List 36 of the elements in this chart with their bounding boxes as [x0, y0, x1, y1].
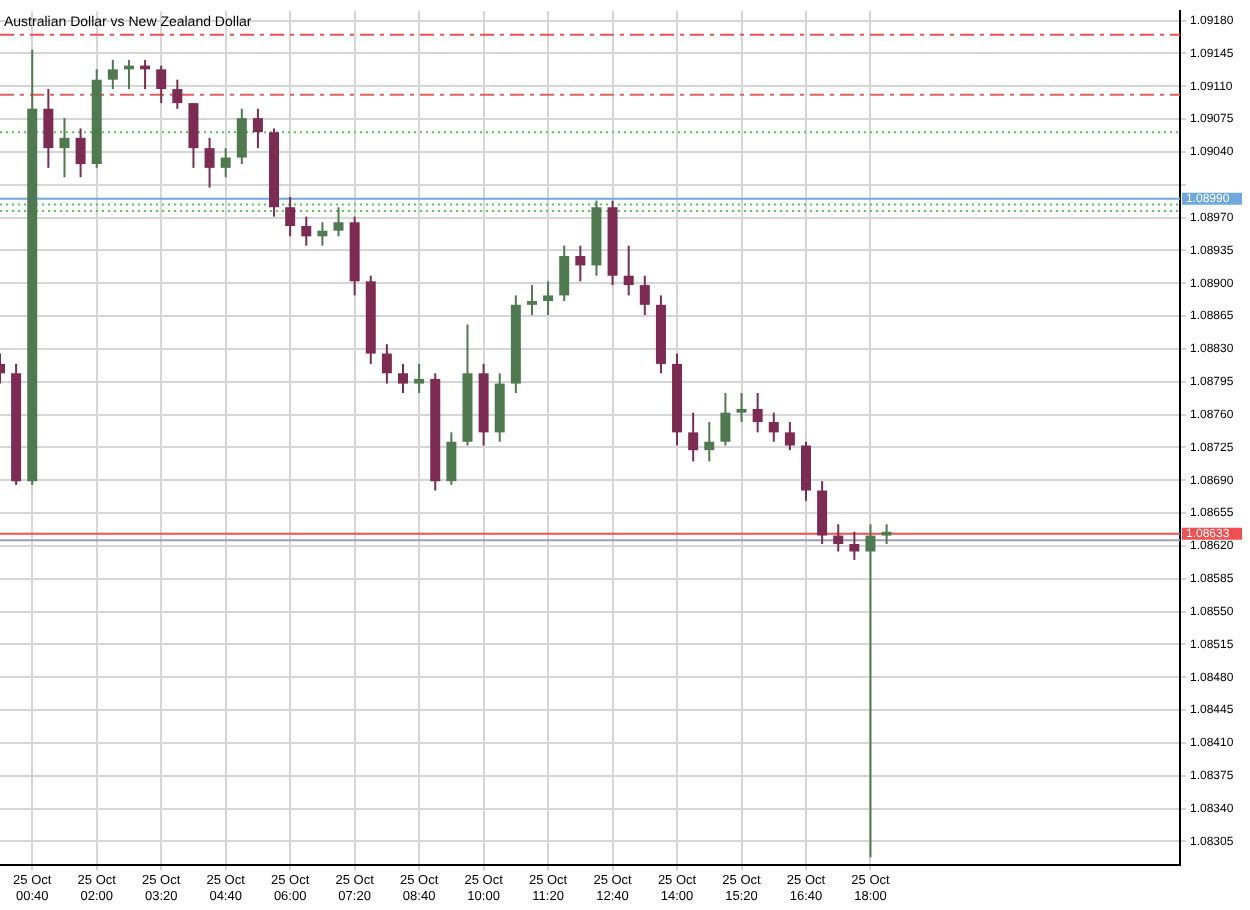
candlestick	[688, 411, 699, 463]
candlestick	[43, 88, 54, 169]
candlestick	[736, 391, 747, 424]
candlestick	[188, 102, 199, 169]
candlestick	[398, 362, 409, 394]
candlestick	[75, 127, 86, 179]
candlestick	[817, 480, 828, 545]
candlestick	[720, 391, 731, 447]
candlestick	[446, 431, 457, 486]
candlestick	[575, 244, 586, 283]
candlestick	[704, 421, 715, 463]
candlestick	[752, 391, 763, 434]
candlestick	[252, 107, 263, 150]
candlestick	[301, 215, 312, 247]
candlestick	[333, 206, 344, 238]
candlestick	[156, 64, 167, 105]
candlestick	[559, 244, 570, 303]
candlestick	[543, 280, 554, 317]
candlestick	[204, 136, 215, 189]
candlestick	[236, 107, 247, 166]
candlestick	[414, 362, 425, 394]
candlestick	[768, 411, 779, 443]
candlestick	[172, 78, 183, 110]
candlestick	[381, 343, 392, 385]
candlestick	[623, 244, 634, 297]
candlestick	[639, 274, 650, 317]
candlestick	[220, 147, 231, 179]
candlestick	[881, 523, 892, 545]
candlestick	[849, 530, 860, 561]
candlestick	[107, 58, 118, 91]
candlestick	[833, 523, 844, 553]
candlestick	[285, 195, 296, 238]
candlestick	[801, 440, 812, 502]
candlestick	[526, 284, 537, 317]
candlestick	[784, 421, 795, 452]
candlestick	[59, 117, 70, 179]
